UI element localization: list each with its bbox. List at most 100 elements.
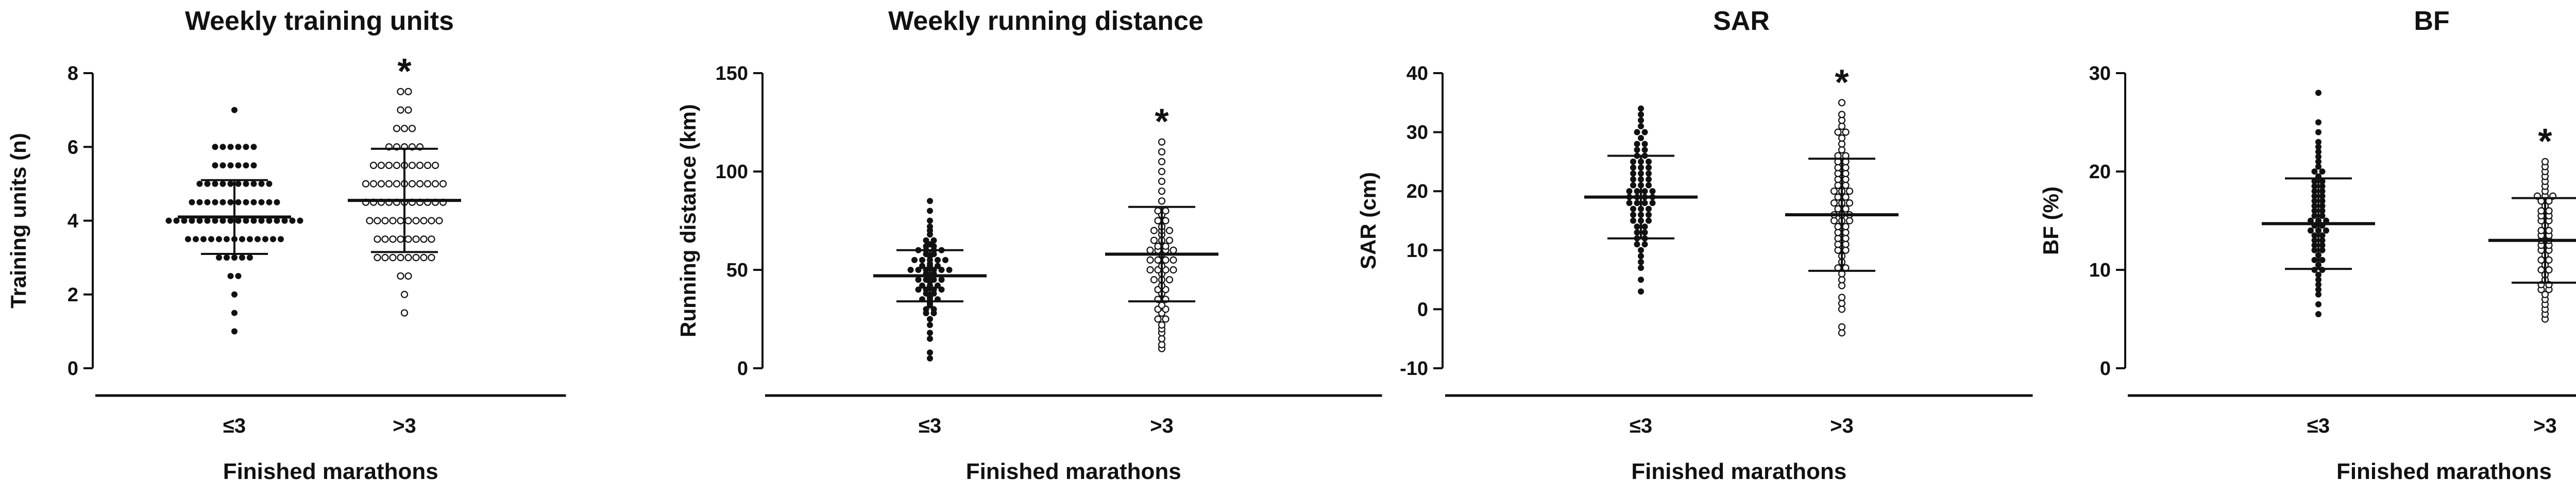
data-point: [930, 306, 937, 313]
data-point: [219, 180, 226, 187]
data-point: [2319, 208, 2326, 214]
data-point: [235, 217, 242, 224]
chart-panel-2: Weekly running distance 0 50 100 150 Running …: [676, 6, 1382, 484]
data-point: [1842, 193, 1850, 201]
data-point: [927, 198, 933, 204]
data-point: [2319, 232, 2326, 239]
data-point: [911, 256, 918, 263]
data-point: [212, 162, 218, 169]
data-point: [231, 107, 238, 113]
y-tick-label: 10: [1406, 240, 1428, 262]
data-point: [1842, 241, 1850, 248]
data-point: [1834, 169, 1842, 177]
data-point: [1641, 146, 1648, 153]
data-point: [428, 254, 435, 262]
data-point: [1146, 256, 1154, 264]
data-point: [374, 217, 381, 225]
data-point: [2315, 286, 2321, 293]
data-point: [2311, 198, 2318, 204]
data-point: [1162, 315, 1170, 323]
data-point: [2315, 291, 2321, 298]
data-point: [235, 199, 242, 205]
data-point: [1150, 276, 1158, 284]
data-point: [1154, 217, 1162, 225]
data-point: [204, 180, 211, 187]
data-point: [1845, 187, 1854, 195]
data-point: [2315, 153, 2321, 160]
data-point: [2319, 183, 2326, 190]
data-point: [1638, 253, 1644, 260]
data-point: [1842, 176, 1850, 183]
data-point: [431, 180, 439, 187]
y-tick-label: 0: [1417, 299, 1428, 320]
data-point: [2315, 158, 2321, 165]
data-point: [1842, 128, 1850, 136]
data-point: [219, 162, 226, 169]
data-point: [270, 236, 276, 243]
data-point: [1838, 111, 1846, 118]
data-point: [915, 267, 922, 273]
data-point: [1146, 246, 1154, 254]
x-axis-label: Finished marathons: [2336, 459, 2552, 484]
data-point: [1842, 169, 1850, 177]
y-tick-label: 20: [2089, 161, 2111, 183]
data-point: [235, 144, 242, 150]
data-point: [1641, 241, 1648, 248]
x-axis-label: Finished marathons: [1631, 459, 1846, 484]
x-category-label: ≤3: [2307, 415, 2330, 437]
data-point: [2319, 178, 2326, 185]
data-point: [1649, 200, 1656, 207]
data-point: [204, 199, 211, 205]
data-point: [185, 236, 191, 243]
data-point: [227, 180, 234, 187]
data-point: [1842, 229, 1850, 236]
data-point: [412, 254, 420, 262]
data-point: [289, 217, 296, 224]
data-point: [927, 223, 933, 230]
data-point: [927, 208, 933, 214]
x-category-label: >3: [393, 415, 416, 437]
data-point: [1150, 227, 1158, 234]
data-point: [200, 236, 207, 243]
data-point: [408, 180, 416, 187]
data-point: [2319, 237, 2326, 244]
data-point: [2311, 232, 2318, 239]
data-point: [927, 355, 933, 362]
data-point: [219, 199, 226, 205]
data-point: [255, 236, 261, 243]
data-point: [1626, 188, 1633, 195]
data-point: [1641, 141, 1648, 147]
x-category-label: ≤3: [223, 415, 246, 437]
data-point: [1834, 241, 1842, 248]
data-point: [416, 180, 424, 187]
data-point: [1638, 123, 1644, 130]
data-point: [1842, 222, 1850, 231]
data-point: [919, 256, 925, 263]
chart-panel-1: Weekly training units 0 2 4 6 8 Training units…: [6, 6, 566, 484]
data-point: [1838, 276, 1846, 284]
data-point: [1630, 158, 1636, 165]
data-point: [927, 335, 933, 342]
data-point: [227, 217, 234, 224]
data-point: [1838, 123, 1846, 130]
data-point: [1834, 234, 1842, 242]
data-point: [1641, 129, 1648, 135]
data-point: [1634, 188, 1640, 195]
y-tick-label: 10: [2089, 260, 2111, 281]
data-point: [1634, 241, 1640, 248]
data-point: [1646, 212, 1652, 218]
data-point: [404, 106, 412, 114]
data-point: [397, 106, 404, 114]
data-point: [239, 236, 245, 243]
y-tick-label: 100: [716, 161, 748, 183]
data-point: [1630, 182, 1636, 188]
data-point: [907, 267, 914, 273]
y-tick-label: -10: [1400, 358, 1428, 380]
data-point: [1158, 335, 1166, 342]
x-category-label: >3: [1830, 415, 1854, 437]
data-point: [397, 272, 404, 280]
y-axis-label: SAR (cm): [1356, 172, 1380, 269]
x-category-label: >3: [1150, 415, 1174, 437]
y-tick-label: 0: [737, 358, 748, 380]
data-point: [2311, 242, 2318, 249]
